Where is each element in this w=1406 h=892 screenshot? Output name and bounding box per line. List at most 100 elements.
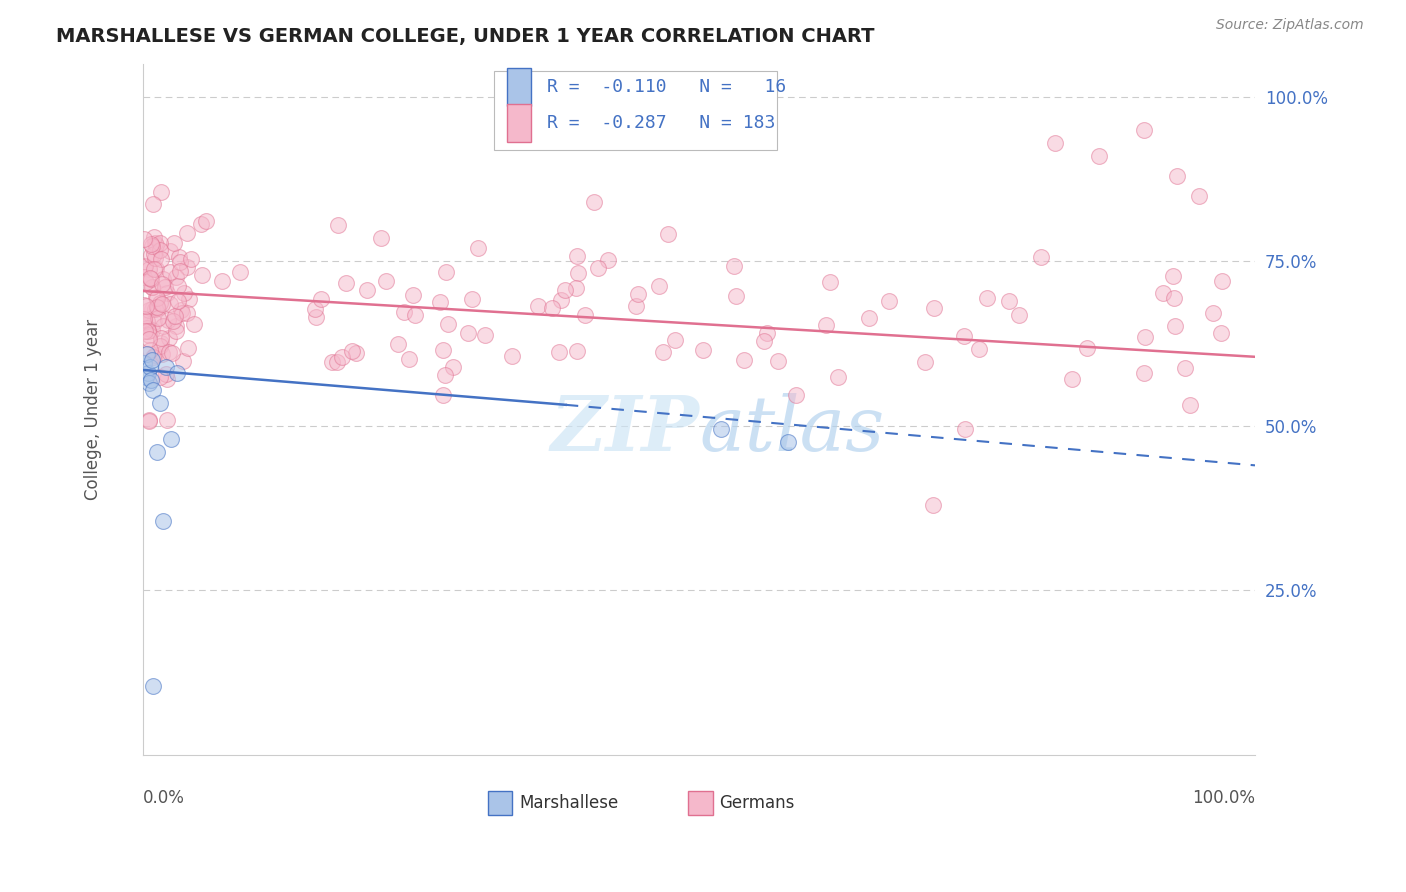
Point bbox=[139, 237, 162, 252]
Text: Marshallese: Marshallese bbox=[519, 794, 619, 812]
Point bbox=[172, 354, 194, 368]
Text: R =  -0.287   N = 183: R = -0.287 N = 183 bbox=[547, 114, 775, 133]
Point bbox=[554, 283, 576, 297]
Point bbox=[309, 292, 332, 306]
Point bbox=[335, 276, 357, 290]
Point bbox=[165, 269, 187, 284]
Point bbox=[159, 296, 181, 310]
Point bbox=[149, 396, 172, 410]
Point bbox=[190, 268, 212, 282]
Point bbox=[150, 296, 173, 310]
FancyBboxPatch shape bbox=[494, 71, 778, 151]
Text: 100.0%: 100.0% bbox=[1192, 789, 1256, 807]
Point bbox=[820, 276, 842, 290]
Point bbox=[135, 321, 157, 335]
Text: ZIP: ZIP bbox=[550, 393, 699, 467]
Point bbox=[723, 260, 745, 274]
Point bbox=[710, 422, 733, 436]
Point bbox=[149, 235, 172, 250]
Point bbox=[540, 301, 562, 315]
Point bbox=[330, 351, 353, 365]
Point bbox=[176, 341, 198, 355]
Point bbox=[160, 345, 183, 359]
Point bbox=[155, 359, 177, 374]
Point bbox=[785, 388, 807, 402]
Point bbox=[141, 353, 163, 368]
Point bbox=[167, 293, 190, 308]
Point bbox=[370, 231, 392, 245]
Point bbox=[149, 295, 172, 310]
Point bbox=[921, 498, 943, 512]
Point bbox=[150, 277, 173, 291]
Point bbox=[145, 445, 167, 459]
Point bbox=[976, 291, 998, 305]
Point bbox=[1152, 286, 1174, 301]
Point bbox=[150, 347, 173, 361]
Point bbox=[165, 318, 187, 333]
Point bbox=[1188, 188, 1211, 202]
Point bbox=[1133, 330, 1156, 344]
Point bbox=[169, 254, 191, 268]
Point bbox=[766, 354, 789, 368]
Point bbox=[1008, 308, 1031, 322]
Point bbox=[177, 292, 200, 306]
Point bbox=[211, 274, 233, 288]
Point bbox=[150, 331, 173, 345]
Point bbox=[565, 249, 588, 263]
Point bbox=[724, 288, 747, 302]
Point bbox=[404, 309, 426, 323]
Point bbox=[474, 327, 496, 342]
Point bbox=[547, 344, 569, 359]
Point bbox=[755, 326, 778, 341]
FancyBboxPatch shape bbox=[688, 790, 713, 815]
Point bbox=[461, 292, 484, 306]
Point bbox=[583, 195, 606, 210]
Point bbox=[1174, 361, 1197, 376]
Point bbox=[176, 260, 198, 275]
Point bbox=[143, 301, 166, 316]
Point bbox=[1163, 291, 1185, 305]
Point bbox=[432, 388, 454, 402]
Point bbox=[134, 318, 156, 332]
Point bbox=[664, 333, 686, 347]
Point bbox=[157, 344, 180, 359]
Point bbox=[155, 368, 177, 382]
Point bbox=[145, 262, 167, 277]
Text: Source: ZipAtlas.com: Source: ZipAtlas.com bbox=[1216, 18, 1364, 32]
Point bbox=[135, 276, 157, 290]
Point bbox=[132, 260, 155, 274]
Point bbox=[657, 227, 679, 242]
Point bbox=[143, 315, 166, 329]
Point bbox=[1178, 398, 1201, 412]
Point bbox=[136, 324, 159, 338]
Point bbox=[1133, 366, 1156, 380]
Point bbox=[627, 286, 650, 301]
Point bbox=[170, 306, 193, 320]
Point bbox=[180, 252, 202, 266]
Point bbox=[142, 197, 165, 211]
Point bbox=[138, 376, 160, 391]
Point bbox=[305, 310, 328, 324]
Point bbox=[567, 266, 589, 280]
Point bbox=[1166, 169, 1188, 183]
Point bbox=[134, 325, 156, 339]
Point bbox=[1164, 318, 1187, 333]
Text: Germans: Germans bbox=[720, 794, 794, 812]
Point bbox=[195, 214, 218, 228]
Point bbox=[321, 355, 343, 369]
Point bbox=[173, 286, 195, 301]
Point bbox=[814, 318, 837, 332]
Point bbox=[436, 317, 458, 331]
Point bbox=[152, 318, 174, 333]
Point bbox=[1060, 372, 1083, 386]
Point bbox=[170, 302, 193, 317]
Point bbox=[139, 373, 162, 387]
Point bbox=[1088, 149, 1111, 163]
Text: MARSHALLESE VS GERMAN COLLEGE, UNDER 1 YEAR CORRELATION CHART: MARSHALLESE VS GERMAN COLLEGE, UNDER 1 Y… bbox=[56, 27, 875, 45]
Point bbox=[134, 232, 156, 246]
Point bbox=[304, 302, 326, 317]
Point bbox=[143, 235, 166, 250]
Point bbox=[169, 264, 191, 278]
Point bbox=[132, 316, 155, 330]
Point bbox=[141, 238, 163, 252]
